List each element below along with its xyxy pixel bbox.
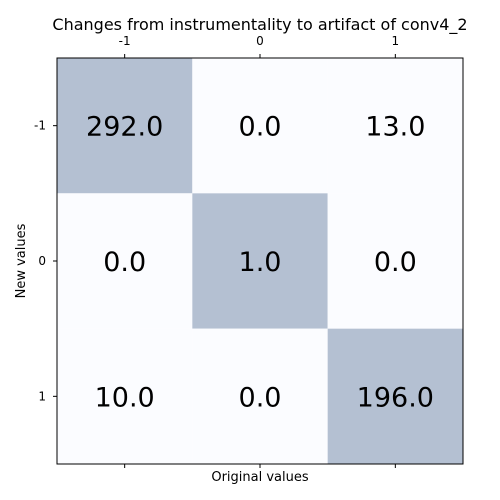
chart-title: Changes from instrumentality to artifact… (52, 15, 467, 35)
axis-ticks: -1 0 1 -1 0 1 (34, 34, 399, 468)
x-tick-label: 1 (392, 34, 400, 48)
x-tick-label: -1 (119, 34, 131, 48)
y-tick-label: 1 (38, 389, 46, 403)
heatmap-cell (327, 193, 463, 329)
x-tick-label: 0 (256, 34, 264, 48)
heatmap-cell (192, 328, 328, 464)
heatmap-cell (192, 58, 328, 194)
cell-value-label: 13.0 (365, 112, 425, 143)
y-tick-label: 0 (38, 254, 46, 268)
heatmap-cell (57, 193, 193, 329)
heatmap-cell (192, 193, 328, 329)
cell-value-label: 0.0 (103, 247, 146, 278)
cell-value-label: 0.0 (239, 382, 282, 413)
heatmap-cell (327, 58, 463, 194)
heatmap-cell (327, 328, 463, 464)
cell-value-label: 10.0 (95, 382, 155, 413)
cell-value-label: 196.0 (357, 382, 434, 413)
x-axis-label: Original values (211, 470, 309, 485)
cell-value-label: 0.0 (374, 247, 417, 278)
cell-value-label: 1.0 (239, 247, 282, 278)
y-tick-label: -1 (34, 119, 46, 133)
y-axis-label: New values (14, 223, 29, 298)
heatmap-cell (57, 58, 193, 194)
heatmap-cell (57, 328, 193, 464)
cell-value-label: 0.0 (239, 112, 282, 143)
heatmap-cells: 292.0 0.0 13.0 0.0 1.0 0.0 10.0 0.0 196.0 (57, 58, 463, 464)
cell-value-label: 292.0 (86, 112, 163, 143)
